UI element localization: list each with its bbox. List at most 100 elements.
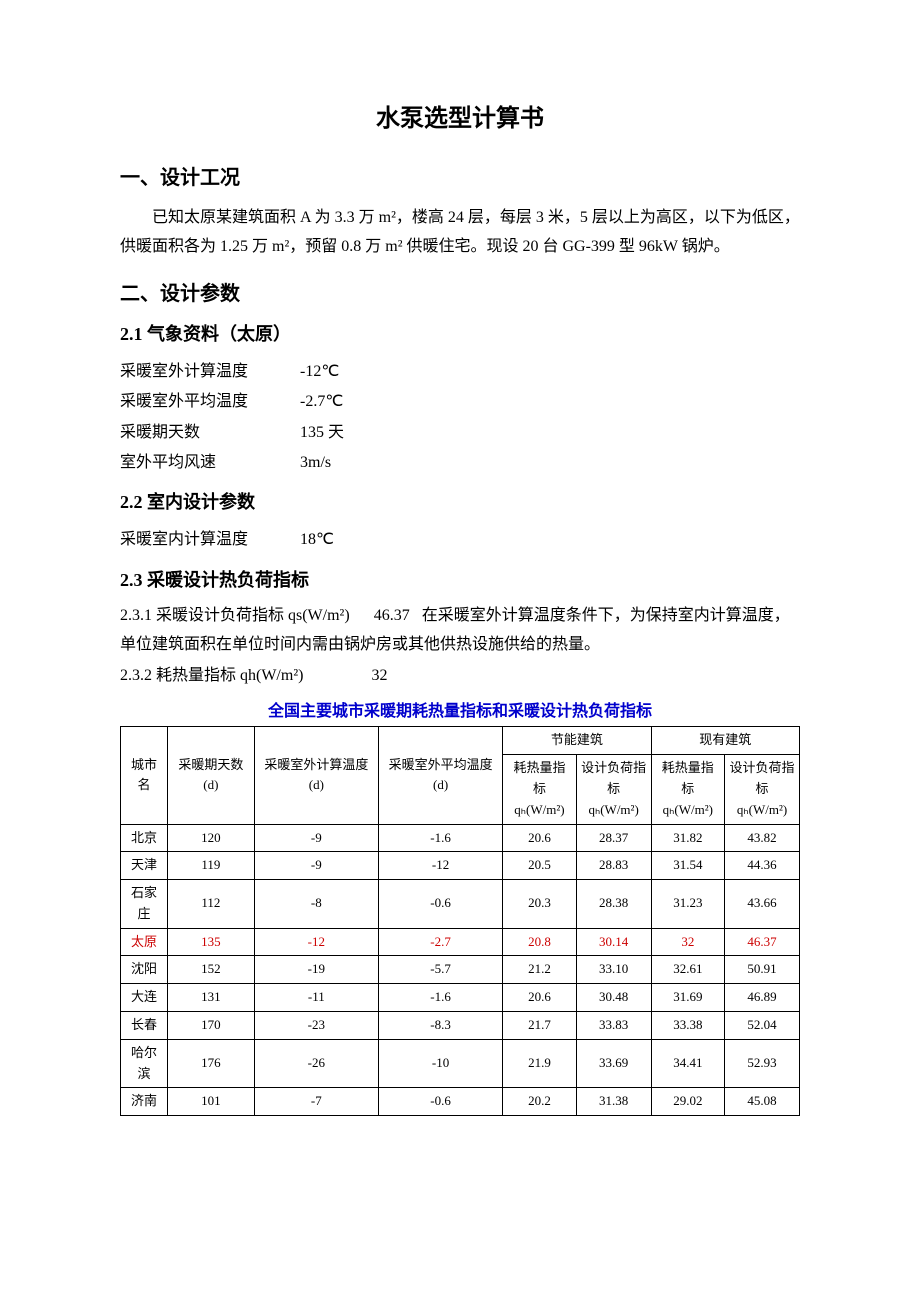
param-value: 3m/s: [300, 448, 800, 478]
table-cell: -0.6: [378, 1088, 502, 1116]
section-1-paragraph: 已知太原某建筑面积 A 为 3.3 万 m²，楼高 24 层，每层 3 米，5 …: [120, 204, 800, 262]
table-cell: 31.38: [576, 1088, 651, 1116]
param-value: -12℃: [300, 357, 800, 387]
table-cell: 30.48: [576, 984, 651, 1012]
table-cell: 32.61: [651, 956, 724, 984]
table-cell: 石家庄: [121, 880, 168, 929]
table-cell: -26: [254, 1039, 378, 1088]
param-row: 采暖室内计算温度 18℃: [120, 525, 800, 555]
section-2-3-2-text: 2.3.2 耗热量指标 qh(W/m²) 32: [120, 662, 800, 691]
table-cell: 21.9: [503, 1039, 576, 1088]
th-existing-building: 现有建筑: [651, 727, 799, 755]
th-eb-qh: 耗热量指标qₕ(W/m²): [503, 755, 576, 824]
table-cell: -1.6: [378, 824, 502, 852]
table-cell: 28.83: [576, 852, 651, 880]
table-cell: 哈尔滨: [121, 1039, 168, 1088]
table-cell: 20.6: [503, 824, 576, 852]
table-cell: -0.6: [378, 880, 502, 929]
table-cell: 120: [167, 824, 254, 852]
table-cell: 50.91: [725, 956, 800, 984]
heating-index-table: 城市名 采暖期天数(d) 采暖室外计算温度(d) 采暖室外平均温度(d) 节能建…: [120, 726, 800, 1116]
th-eb-qs: 设计负荷指标 qₕ(W/m²): [576, 755, 651, 824]
p231-value: 46.37: [374, 607, 410, 624]
table-cell: 20.8: [503, 928, 576, 956]
table-cell: 20.5: [503, 852, 576, 880]
param-list-2-2: 采暖室内计算温度 18℃: [120, 525, 800, 555]
table-cell: -12: [378, 852, 502, 880]
section-2-heading: 二、设计参数: [120, 278, 800, 310]
param-label: 采暖室内计算温度: [120, 525, 300, 555]
table-cell: -23: [254, 1012, 378, 1040]
param-label: 采暖期天数: [120, 418, 300, 448]
p231-label: 2.3.1 采暖设计负荷指标 qs(W/m²): [120, 607, 350, 624]
document-title: 水泵选型计算书: [120, 100, 800, 138]
table-cell: 天津: [121, 852, 168, 880]
table-cell: -9: [254, 824, 378, 852]
table-cell: -19: [254, 956, 378, 984]
table-cell: 28.38: [576, 880, 651, 929]
table-cell: -8.3: [378, 1012, 502, 1040]
table-cell: 33.10: [576, 956, 651, 984]
table-cell: -2.7: [378, 928, 502, 956]
table-cell: 176: [167, 1039, 254, 1088]
th-days: 采暖期天数(d): [167, 727, 254, 824]
param-row: 采暖室外平均温度 -2.7℃: [120, 387, 800, 417]
table-cell: 20.2: [503, 1088, 576, 1116]
table-cell: 52.93: [725, 1039, 800, 1088]
th-energy-building: 节能建筑: [503, 727, 651, 755]
table-cell: 31.54: [651, 852, 724, 880]
table-caption: 全国主要城市采暖期耗热量指标和采暖设计热负荷指标: [120, 699, 800, 725]
table-cell: 45.08: [725, 1088, 800, 1116]
section-2-3-1-text: 2.3.1 采暖设计负荷指标 qs(W/m²) 46.37 在采暖室外计算温度条…: [120, 602, 800, 660]
table-row: 北京120-9-1.620.628.3731.8243.82: [121, 824, 800, 852]
table-cell: 43.66: [725, 880, 800, 929]
th-city: 城市名: [121, 727, 168, 824]
param-list-2-1: 采暖室外计算温度 -12℃ 采暖室外平均温度 -2.7℃ 采暖期天数 135 天…: [120, 357, 800, 479]
table-cell: 20.6: [503, 984, 576, 1012]
table-cell: 131: [167, 984, 254, 1012]
table-row: 沈阳152-19-5.721.233.1032.6150.91: [121, 956, 800, 984]
table-cell: -7: [254, 1088, 378, 1116]
th-avg-temp: 采暖室外平均温度(d): [378, 727, 502, 824]
p232-label: 2.3.2 耗热量指标 qh(W/m²): [120, 667, 303, 684]
param-value: 135 天: [300, 418, 800, 448]
table-cell: -5.7: [378, 956, 502, 984]
table-cell: 46.37: [725, 928, 800, 956]
table-cell: 135: [167, 928, 254, 956]
table-cell: 33.83: [576, 1012, 651, 1040]
table-cell: 34.41: [651, 1039, 724, 1088]
param-label: 采暖室外计算温度: [120, 357, 300, 387]
table-body: 北京120-9-1.620.628.3731.8243.82天津119-9-12…: [121, 824, 800, 1116]
table-cell: 31.82: [651, 824, 724, 852]
p232-value: 32: [371, 667, 387, 684]
param-value: -2.7℃: [300, 387, 800, 417]
table-cell: 43.82: [725, 824, 800, 852]
th-xb-qh: 耗热量指标qₕ(W/m²): [651, 755, 724, 824]
table-cell: 46.89: [725, 984, 800, 1012]
table-cell: 21.7: [503, 1012, 576, 1040]
table-row: 石家庄112-8-0.620.328.3831.2343.66: [121, 880, 800, 929]
param-row: 采暖期天数 135 天: [120, 418, 800, 448]
table-row: 长春170-23-8.321.733.8333.3852.04: [121, 1012, 800, 1040]
table-cell: 44.36: [725, 852, 800, 880]
table-cell: 30.14: [576, 928, 651, 956]
table-cell: 29.02: [651, 1088, 724, 1116]
table-row: 哈尔滨176-26-1021.933.6934.4152.93: [121, 1039, 800, 1088]
table-cell: 济南: [121, 1088, 168, 1116]
table-cell: 太原: [121, 928, 168, 956]
table-cell: 52.04: [725, 1012, 800, 1040]
table-cell: 31.69: [651, 984, 724, 1012]
table-cell: 101: [167, 1088, 254, 1116]
table-cell: 20.3: [503, 880, 576, 929]
table-cell: -10: [378, 1039, 502, 1088]
table-cell: 119: [167, 852, 254, 880]
table-cell: 33.38: [651, 1012, 724, 1040]
section-2-1-heading: 2.1 气象资料（太原）: [120, 320, 800, 349]
table-row: 太原135-12-2.720.830.143246.37: [121, 928, 800, 956]
table-cell: -9: [254, 852, 378, 880]
table-cell: 28.37: [576, 824, 651, 852]
table-cell: 32: [651, 928, 724, 956]
table-row: 济南101-7-0.620.231.3829.0245.08: [121, 1088, 800, 1116]
section-1-heading: 一、设计工况: [120, 162, 800, 194]
table-cell: 21.2: [503, 956, 576, 984]
